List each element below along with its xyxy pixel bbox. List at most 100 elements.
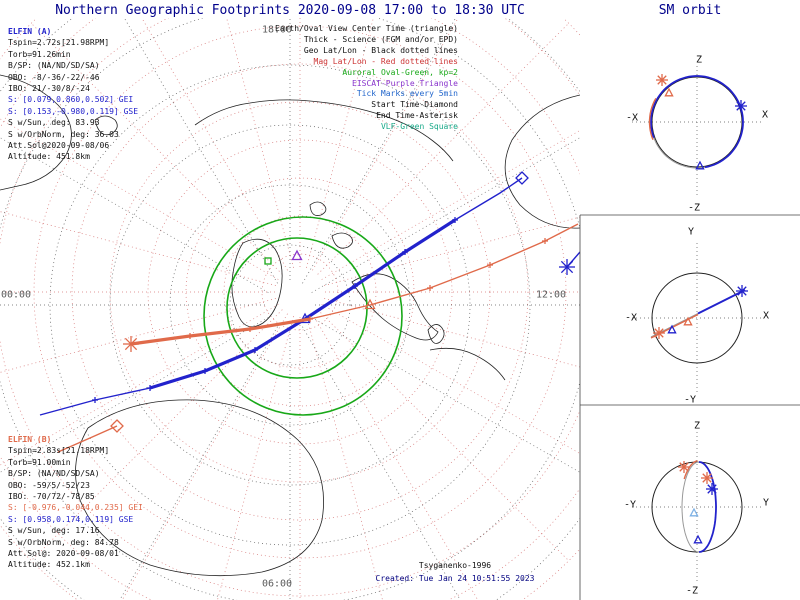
sm-orbit-title: SM orbit [658, 3, 722, 18]
info-line: S w/Sun, deg: 17.16 [8, 526, 100, 536]
plus-marker [252, 347, 258, 353]
legend-item: Mag Lat/Lon - Red dotted lines [313, 56, 459, 66]
plus-marker [352, 283, 358, 289]
info-line: Torb=91.00min [8, 457, 71, 467]
geo-grid-circle [229, 244, 351, 366]
info-line: S: [0.153,-0.980,0.119] GSE [8, 106, 139, 116]
map-legend: Earth/Oval View Center Time (triangle) Th… [205, 24, 458, 133]
sm-panel [632, 243, 762, 392]
coastline [309, 201, 327, 216]
footprint-elfin-a [39, 171, 580, 416]
plus-marker [427, 285, 433, 291]
asterisk-arm [707, 484, 717, 494]
info-line: Tspin=2.72s[21.98RPM] [8, 38, 110, 48]
info-line: S: [0.958,0.174,0.119] GSE [8, 514, 134, 524]
geo-grid [0, 18, 580, 600]
info-line: B/SP: (NA/ND/SD/SA) [8, 61, 100, 71]
triangle-shape [364, 298, 376, 310]
elfin-a-info-block: ELFIN (A) Tspin=2.72s[21.98RPM] Torb=91.26… [8, 26, 138, 163]
triangle-shape [689, 507, 699, 517]
info-line: Att.Sol@: 2020-09-08/01 [8, 549, 119, 559]
diamond-marker [515, 171, 529, 185]
square-marker [264, 257, 272, 265]
asterisk-marker [656, 74, 668, 86]
triangle-marker [689, 507, 699, 517]
info-line: B/SP: (NA/ND/SD/SA) [8, 469, 100, 479]
asterisk-arm [679, 462, 689, 472]
asterisk-arm [736, 101, 746, 111]
plus-marker [147, 385, 153, 391]
sm-panel [632, 432, 762, 583]
map-layer [0, 18, 580, 600]
mag-grid-spoke [306, 316, 383, 600]
plus-marker [307, 316, 313, 322]
mag-grid-circle [223, 215, 377, 369]
earth-circle [651, 272, 743, 364]
triangle-shape [291, 249, 303, 261]
asterisk-arm [654, 328, 664, 338]
asterisk-arm [737, 286, 747, 296]
mag-grid-circle [185, 177, 415, 407]
info-line: S w/Sun, deg: 83.93 [8, 118, 100, 128]
triangle-marker [683, 316, 693, 326]
orbit-far-side [653, 137, 706, 169]
triangle-marker [667, 324, 677, 334]
legend-item: Auroral Oval-Green, kp=2 [342, 67, 458, 77]
elfin-b-info-block: ELFIN (B) Tspin=2.83s[21.18RPM] Torb=91.00… [8, 434, 143, 571]
geo-grid-circle [169, 184, 411, 426]
coastlines [0, 74, 580, 577]
triangle-marker [364, 298, 376, 310]
plus-marker [247, 326, 253, 332]
coastline [75, 399, 324, 577]
info-line: IBO: 21/-30/8/-24 [8, 84, 90, 94]
coastline [94, 115, 118, 136]
coastline [194, 99, 454, 162]
asterisk-marker [736, 285, 748, 297]
geo-grid-spoke [302, 326, 461, 600]
legend-item: Thick - Science (FGM and/or EPD) [303, 34, 458, 44]
info-line: Torb=91.26min [8, 49, 71, 59]
asterisk-marker [653, 327, 665, 339]
diamond-shape [515, 171, 529, 185]
plus-marker [402, 249, 408, 255]
geo-grid-circle [49, 64, 531, 546]
coastline [427, 324, 445, 344]
model-label: Tsyganenko-1996 [418, 561, 492, 570]
mag-grid-circle [147, 139, 453, 445]
info-line: Altitude: 451.8km [8, 152, 90, 162]
orbit-elfin-b [648, 97, 657, 141]
info-line: S: [-0.976,-0.044,0.235] GEI [8, 503, 143, 513]
asterisk-marker [678, 461, 690, 473]
info-line: Tspin=2.83s[21.18RPM] [8, 446, 110, 456]
plus-marker [487, 262, 493, 268]
plus-marker [452, 217, 458, 223]
info-line: OBO: -59/5/-52/23 [8, 480, 90, 490]
asterisk-marker [123, 336, 139, 352]
info-line: Att.Sol@2020-09-08/06 [8, 141, 110, 151]
legend-item: EISCAT-Purple Triangle [352, 78, 458, 88]
created-timestamp: Created: Tue Jan 24 10:51:55 2023 [375, 574, 535, 583]
legend-item: End Time-Asterisk [376, 111, 458, 121]
asterisk-arm [702, 473, 712, 483]
coastline [0, 74, 72, 191]
info-line: S: [0.079,0.860,0.502] GEI [8, 95, 134, 105]
footprint-path [39, 177, 523, 416]
legend-item: Tick Marks every 5min [356, 89, 458, 99]
mag-grid-spoke [321, 304, 580, 455]
square-shape [264, 257, 272, 265]
plus-marker [187, 333, 193, 339]
triangle-shape [695, 160, 705, 170]
sm-panel [632, 66, 762, 196]
plus-marker [542, 238, 548, 244]
coastline [429, 347, 506, 381]
orbit-elfin-b [683, 460, 698, 480]
plus-marker [202, 368, 208, 374]
info-line: IBO: -70/72/-78/85 [8, 492, 95, 502]
mag-grid-spoke [0, 211, 276, 286]
legend-item: Earth/Oval View Center Time (triangle) [274, 24, 458, 33]
mag-grid-spoke [217, 316, 294, 600]
triangle-shape [664, 87, 674, 97]
triangle-shape [667, 324, 677, 334]
plus-marker [92, 397, 98, 403]
asterisk-marker [559, 259, 575, 275]
